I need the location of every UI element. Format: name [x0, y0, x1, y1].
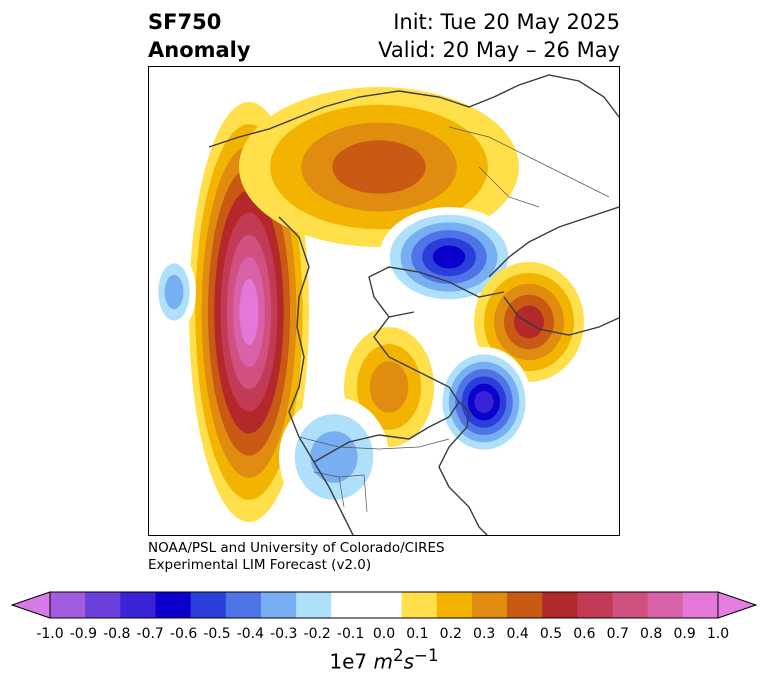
anomaly-contour — [432, 245, 466, 269]
map-canvas — [152, 74, 619, 535]
colorbar-tick-label: -0.3 — [270, 626, 298, 642]
colorbar-tick-label: -1.0 — [36, 626, 64, 642]
colorbar-ticks: -1.0 -0.9 -0.8 -0.7 -0.6 -0.5 -0.4 -0.3 -0.2 -0.1… — [0, 626, 768, 646]
anomaly-center-6 — [279, 397, 389, 517]
units-s-exp: −1 — [414, 646, 439, 665]
anomaly-center-7 — [152, 252, 196, 332]
colorbar-outline — [49, 591, 719, 619]
colorbar-tick-label: 0.9 — [673, 626, 696, 642]
colorbar-segment — [120, 592, 156, 618]
coastlines — [208, 74, 619, 535]
colorbar-segment — [682, 592, 719, 618]
colorbar-tick-label: -0.4 — [236, 626, 265, 642]
colorbar-segment — [331, 592, 367, 618]
units-s: s — [403, 649, 415, 674]
colorbar-svg — [10, 591, 758, 619]
colorbar-tick-label: 1.0 — [706, 626, 730, 642]
colorbar-units: 1e7 m2s−1 — [0, 646, 768, 674]
colorbar-segment — [612, 592, 649, 618]
colorbar-segment — [155, 592, 192, 618]
anomaly-contour — [474, 391, 494, 413]
anomaly-center-0 — [189, 102, 309, 522]
colorbar-tick-label: 0.4 — [506, 626, 529, 642]
colorbar-tick-label: -0.7 — [136, 626, 164, 642]
colorbar-tick-label: -0.9 — [69, 626, 98, 642]
anomaly-contour — [369, 361, 409, 413]
title-right: Init: Tue 20 May 2025 Valid: 20 May – 26… — [378, 8, 620, 64]
title-left: SF750 Anomaly — [148, 8, 251, 64]
anomaly-contour — [310, 431, 358, 483]
borders — [298, 126, 610, 513]
anomaly-map — [148, 66, 620, 536]
colorbar-segment — [436, 592, 473, 618]
colorbar-segment — [50, 592, 86, 618]
anomaly-contour — [164, 274, 184, 310]
colorbar — [0, 586, 768, 626]
colorbar-segment — [577, 592, 614, 618]
colorbar-tick-label: 0.1 — [406, 626, 429, 642]
colorbar-segment — [366, 592, 403, 618]
colorbar-tick-label: -0.6 — [169, 626, 198, 642]
variable-title: SF750 — [148, 10, 222, 34]
colorbar-segment — [647, 592, 684, 618]
init-date: Init: Tue 20 May 2025 — [393, 10, 620, 34]
anomaly-title: Anomaly — [148, 38, 251, 62]
colorbar-segment — [507, 592, 543, 618]
colorbar-segment — [401, 592, 438, 618]
colorbar-tick-label: 0.0 — [372, 626, 396, 642]
credit-line-2: Experimental LIM Forecast (v2.0) — [148, 557, 372, 573]
colorbar-tick-label: 0.7 — [606, 626, 629, 642]
units-m-exp: 2 — [393, 646, 404, 665]
anomaly-contour — [332, 140, 426, 194]
colorbar-tick-label: -0.1 — [336, 626, 365, 642]
colorbar-tick-label: 0.3 — [473, 626, 496, 642]
colorbar-segment — [542, 592, 578, 618]
colorbar-segment — [85, 592, 121, 618]
colorbar-tick-label: 0.2 — [439, 626, 462, 642]
valid-range: Valid: 20 May – 26 May — [378, 38, 620, 62]
colorbar-segment — [225, 592, 262, 618]
colorbar-segment — [471, 592, 508, 618]
colorbar-segment — [190, 592, 227, 618]
colorbar-over-arrow — [717, 591, 758, 619]
colorbar-tick-label: 0.6 — [573, 626, 596, 642]
credit-text: NOAA/PSL and University of Colorado/CIRE… — [148, 540, 445, 574]
colorbar-tick-label: 0.5 — [539, 626, 563, 642]
colorbar-tick-label: -0.5 — [203, 626, 231, 642]
units-m: m — [373, 649, 393, 674]
units-base: 1e7 — [329, 649, 374, 674]
anomaly-center-4 — [436, 347, 532, 457]
colorbar-segment — [260, 592, 297, 618]
credit-line-1: NOAA/PSL and University of Colorado/CIRE… — [148, 540, 445, 556]
anomaly-contour — [239, 278, 259, 346]
colorbar-segment — [296, 592, 332, 618]
anomaly-contour — [514, 305, 544, 339]
colorbar-tick-label: -0.2 — [303, 626, 331, 642]
colorbar-under-arrow — [10, 591, 51, 619]
colorbar-tick-label: -0.8 — [103, 626, 131, 642]
colorbar-tick-label: 0.8 — [640, 626, 663, 642]
